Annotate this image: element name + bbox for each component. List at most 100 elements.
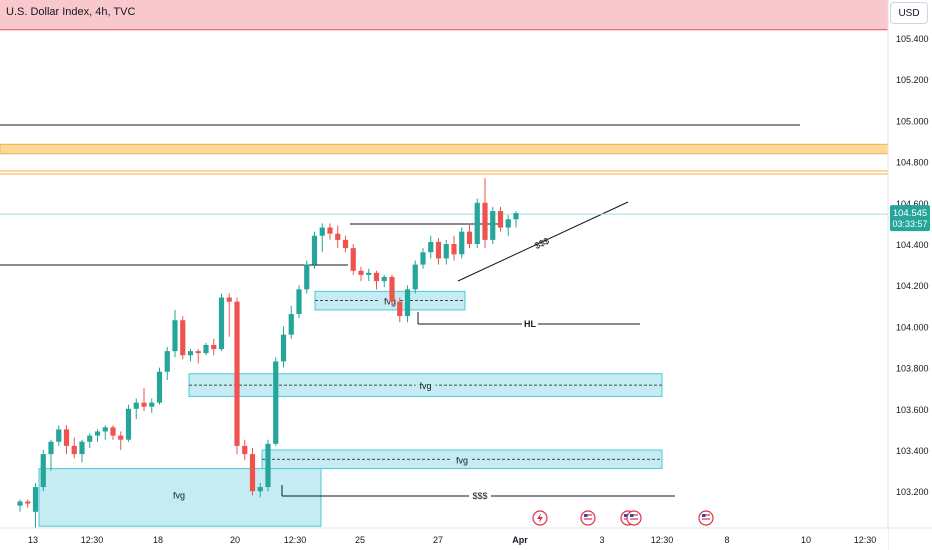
candle-body — [187, 351, 194, 356]
candle-body — [342, 239, 349, 249]
time-tick-label: Apr — [512, 535, 528, 545]
trendline — [457, 201, 629, 282]
event-icon-canton — [630, 514, 634, 517]
candle-body — [428, 241, 434, 253]
us-flag-event-icon[interactable] — [698, 510, 714, 526]
candle-body — [451, 244, 457, 255]
time-tick-label: 13 — [28, 535, 38, 545]
candle-body — [249, 454, 256, 492]
candle-body — [327, 227, 333, 234]
currency-button[interactable]: USD — [890, 2, 928, 24]
us-flag-event-icon[interactable] — [626, 510, 642, 526]
fvg-label-bg — [169, 489, 189, 501]
candle-body — [180, 320, 186, 356]
fvg-label: fvg — [456, 455, 468, 465]
candle-body — [79, 441, 85, 455]
price-tick-label: 103.600 — [896, 405, 929, 415]
candle-body — [335, 233, 341, 240]
time-tick-label: 10 — [801, 535, 811, 545]
candle-body — [505, 219, 511, 228]
candle-body — [366, 272, 372, 275]
liquidity-label-bg — [469, 490, 491, 501]
candle-body — [459, 231, 465, 255]
candle-body — [32, 487, 39, 512]
candle-body — [40, 454, 46, 488]
candle-body — [389, 276, 395, 302]
candle-body — [490, 211, 496, 240]
candle-body — [242, 445, 248, 455]
candle-body — [443, 244, 449, 259]
event-icon-ring — [626, 510, 642, 526]
candle-body — [435, 241, 442, 259]
event-icon-ring — [698, 510, 714, 526]
trendline-liquidity-label: $$$ — [533, 236, 551, 251]
candle-body — [25, 501, 31, 504]
price-tick-label: 104.800 — [896, 158, 929, 168]
candle-body — [133, 402, 139, 409]
time-tick-label: 12:30 — [81, 535, 104, 545]
current-price-label — [890, 205, 930, 232]
liquidity-label: $$$ — [472, 491, 487, 501]
current-price-value: 104.545 — [893, 208, 927, 219]
time-tick-label: 3 — [599, 535, 604, 545]
fvg-label: fvg — [173, 490, 185, 500]
candle-body — [141, 402, 147, 407]
candle-body — [17, 501, 23, 506]
candle-body — [102, 427, 108, 432]
candle-body — [87, 435, 93, 442]
event-icon-canton — [624, 514, 628, 517]
candle-body — [296, 289, 302, 315]
candle-body — [149, 402, 155, 407]
fvg-label-bg — [452, 454, 472, 466]
chart-title: U.S. Dollar Index, 4h, TVC — [6, 6, 136, 18]
candle-body — [288, 314, 294, 335]
event-icon-canton — [702, 514, 706, 517]
event-icon-canton — [584, 514, 588, 517]
candle-body — [273, 361, 279, 444]
candle-body — [234, 301, 240, 446]
time-tick-label: 12:30 — [651, 535, 674, 545]
price-tick-label: 104.400 — [896, 240, 929, 250]
time-tick-label: 27 — [433, 535, 443, 545]
time-tick-label: 12:30 — [284, 535, 307, 545]
candle-body — [172, 320, 178, 352]
candle-body — [203, 344, 209, 354]
candle-body — [319, 227, 325, 236]
candle-body — [257, 487, 263, 492]
candle-body — [474, 202, 480, 244]
candle-body — [265, 443, 271, 488]
price-tick-label: 104.200 — [896, 281, 929, 291]
candle-body — [118, 435, 124, 440]
price-tick-label: 105.400 — [896, 34, 929, 44]
fvg-label-bg — [415, 380, 436, 392]
time-tick-label: 20 — [230, 535, 240, 545]
candle-body — [226, 297, 232, 302]
fvg-label: fvg — [419, 381, 431, 391]
candle-body — [211, 344, 217, 350]
price-axis — [888, 0, 932, 550]
hl-label: HL — [524, 319, 536, 329]
candle-body — [164, 351, 170, 372]
price-tick-label: 103.400 — [896, 446, 929, 456]
price-tick-label: 104.000 — [896, 322, 929, 332]
current-price-countdown: 03:33:57 — [892, 219, 927, 229]
candle-body — [412, 264, 418, 290]
lightning-event-icon[interactable] — [532, 510, 548, 526]
supply-zone — [0, 143, 889, 155]
price-tick-label: 105.200 — [896, 75, 929, 85]
us-flag-event-icon[interactable] — [580, 510, 596, 526]
price-tick-label: 104.600 — [896, 199, 929, 209]
candle-body — [110, 427, 116, 436]
time-tick-label: 8 — [724, 535, 729, 545]
candle-body — [195, 351, 201, 354]
time-axis — [0, 528, 888, 550]
event-icon-ring — [580, 510, 596, 526]
candle-body — [311, 235, 318, 265]
candle-body — [350, 248, 356, 271]
event-icon-bolt — [537, 513, 543, 523]
candle-body — [466, 231, 473, 244]
time-tick-label: 12:30 — [854, 535, 877, 545]
candle-body — [280, 334, 287, 362]
candle-body — [358, 270, 364, 275]
